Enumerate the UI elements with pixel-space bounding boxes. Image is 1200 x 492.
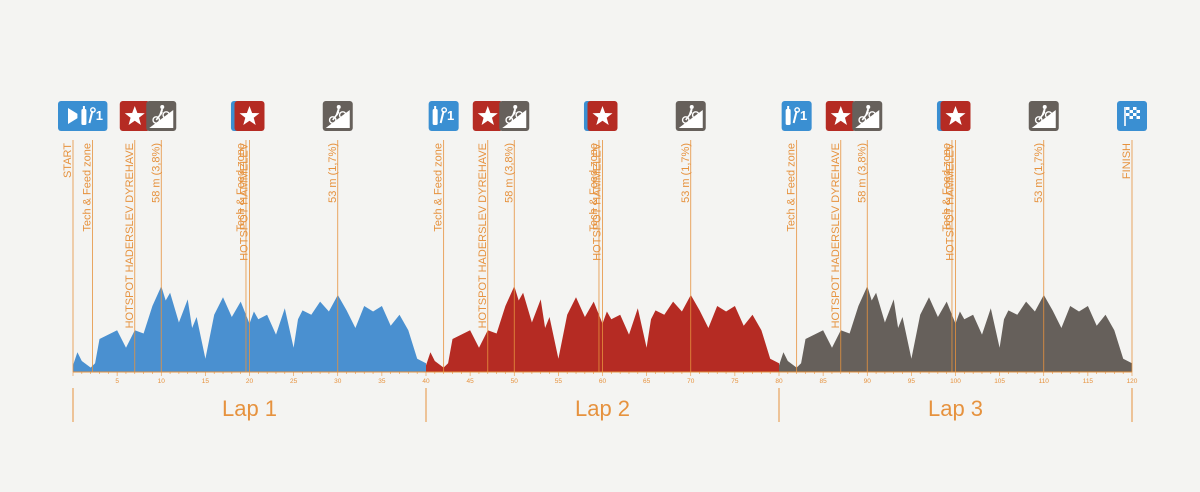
- marker-label: FINISH: [1121, 143, 1133, 179]
- marker-label: 53 m (1,7%): [327, 143, 339, 203]
- marker-icons: 121212: [58, 101, 1147, 131]
- marker-label: HOTSPOT HAMMELEV: [945, 142, 957, 260]
- hotspot-star-icon: [825, 101, 856, 131]
- marker-label: HOTSPOT HADERSLEV DYREHAVE: [124, 143, 136, 328]
- hotspot-star-icon: [234, 101, 265, 131]
- svg-text:1: 1: [96, 108, 103, 123]
- marker-label: HOTSPOT HADERSLEV DYREHAVE: [477, 143, 489, 328]
- marker-label: Tech & Feed zone: [786, 143, 798, 232]
- climb-icon: [1028, 101, 1059, 131]
- marker-label: Tech & Feed zone: [81, 143, 93, 232]
- x-tick-label: 5: [115, 378, 119, 385]
- x-tick-label: 70: [687, 378, 695, 385]
- x-tick-label: 110: [1039, 378, 1050, 385]
- marker-label: Tech & Feed zone: [941, 143, 953, 232]
- marker-label: 58 m (3,8%): [856, 143, 868, 203]
- x-tick-label: 85: [820, 378, 828, 385]
- x-tick-label: 95: [908, 378, 916, 385]
- marker-label: 53 m (1,7%): [1033, 143, 1045, 203]
- marker-label: START: [62, 143, 74, 178]
- x-tick-label: 45: [467, 378, 475, 385]
- marker-label: 58 m (3,8%): [150, 143, 162, 203]
- lap-label: Lap 3: [928, 396, 983, 421]
- marker-label: 58 m (3,8%): [503, 143, 515, 203]
- x-tick-label: 10: [158, 378, 166, 385]
- x-tick-label: 90: [864, 378, 872, 385]
- x-tick-label: 115: [1083, 378, 1094, 385]
- x-tick-label: 25: [290, 378, 298, 385]
- marker-label: HOTSPOT HADERSLEV DYREHAVE: [830, 143, 842, 328]
- lap-labels: Lap 1 Lap 2 Lap 3: [72, 388, 1133, 422]
- x-tick-label: 65: [643, 378, 651, 385]
- marker-label: Tech & Feed zone: [433, 143, 445, 232]
- climb-icon: [146, 101, 177, 131]
- tech-feed-1-icon: 1: [77, 101, 108, 131]
- hotspot-star-icon: [587, 101, 618, 131]
- x-tick-label: 105: [994, 378, 1005, 385]
- hotspot-star-icon: [940, 101, 971, 131]
- climb-icon: [852, 101, 883, 131]
- finish-flag-icon: [1117, 101, 1147, 131]
- tech-feed-1-icon: 1: [428, 101, 459, 131]
- svg-text:1: 1: [447, 108, 454, 123]
- x-tick-label: 55: [555, 378, 563, 385]
- marker-lines: [72, 140, 1133, 372]
- climb-icon: [675, 101, 706, 131]
- x-tick-label: 80: [775, 378, 783, 385]
- lap-label: Lap 1: [222, 396, 277, 421]
- x-tick-label: 30: [334, 378, 342, 385]
- climb-icon: [322, 101, 353, 131]
- svg-text:1: 1: [800, 108, 807, 123]
- x-tick-label: 75: [731, 378, 739, 385]
- x-tick-label: 20: [246, 378, 254, 385]
- x-axis: 5 10 15 20 25 30 35 40 45 50 55 60 65 70 75 80 85 90 95 100…: [72, 371, 1138, 385]
- x-tick-label: 50: [511, 378, 519, 385]
- tech-feed-1-icon: 1: [781, 101, 812, 131]
- hotspot-star-icon: [472, 101, 503, 131]
- climb-icon: [499, 101, 530, 131]
- marker-label: Tech & Feed zone: [235, 143, 247, 232]
- marker-label: 53 m (1,7%): [680, 143, 692, 203]
- lap-label: Lap 2: [575, 396, 630, 421]
- x-tick-label: 120: [1127, 378, 1138, 385]
- x-tick-label: 60: [599, 378, 607, 385]
- marker-label: Tech & Feed zone: [588, 143, 600, 232]
- x-tick-label: 100: [950, 378, 961, 385]
- marker-label: HOTSPOT HAMMELEV: [592, 142, 604, 260]
- marker-labels: START Tech & Feed zone HOTSPOT HADERSLEV D…: [62, 142, 1133, 328]
- x-tick-label: 40: [422, 378, 430, 385]
- marker-label: HOTSPOT HAMMELEV: [239, 142, 251, 260]
- x-tick-label: 15: [202, 378, 210, 385]
- hotspot-star-icon: [119, 101, 150, 131]
- x-tick-label: 35: [378, 378, 386, 385]
